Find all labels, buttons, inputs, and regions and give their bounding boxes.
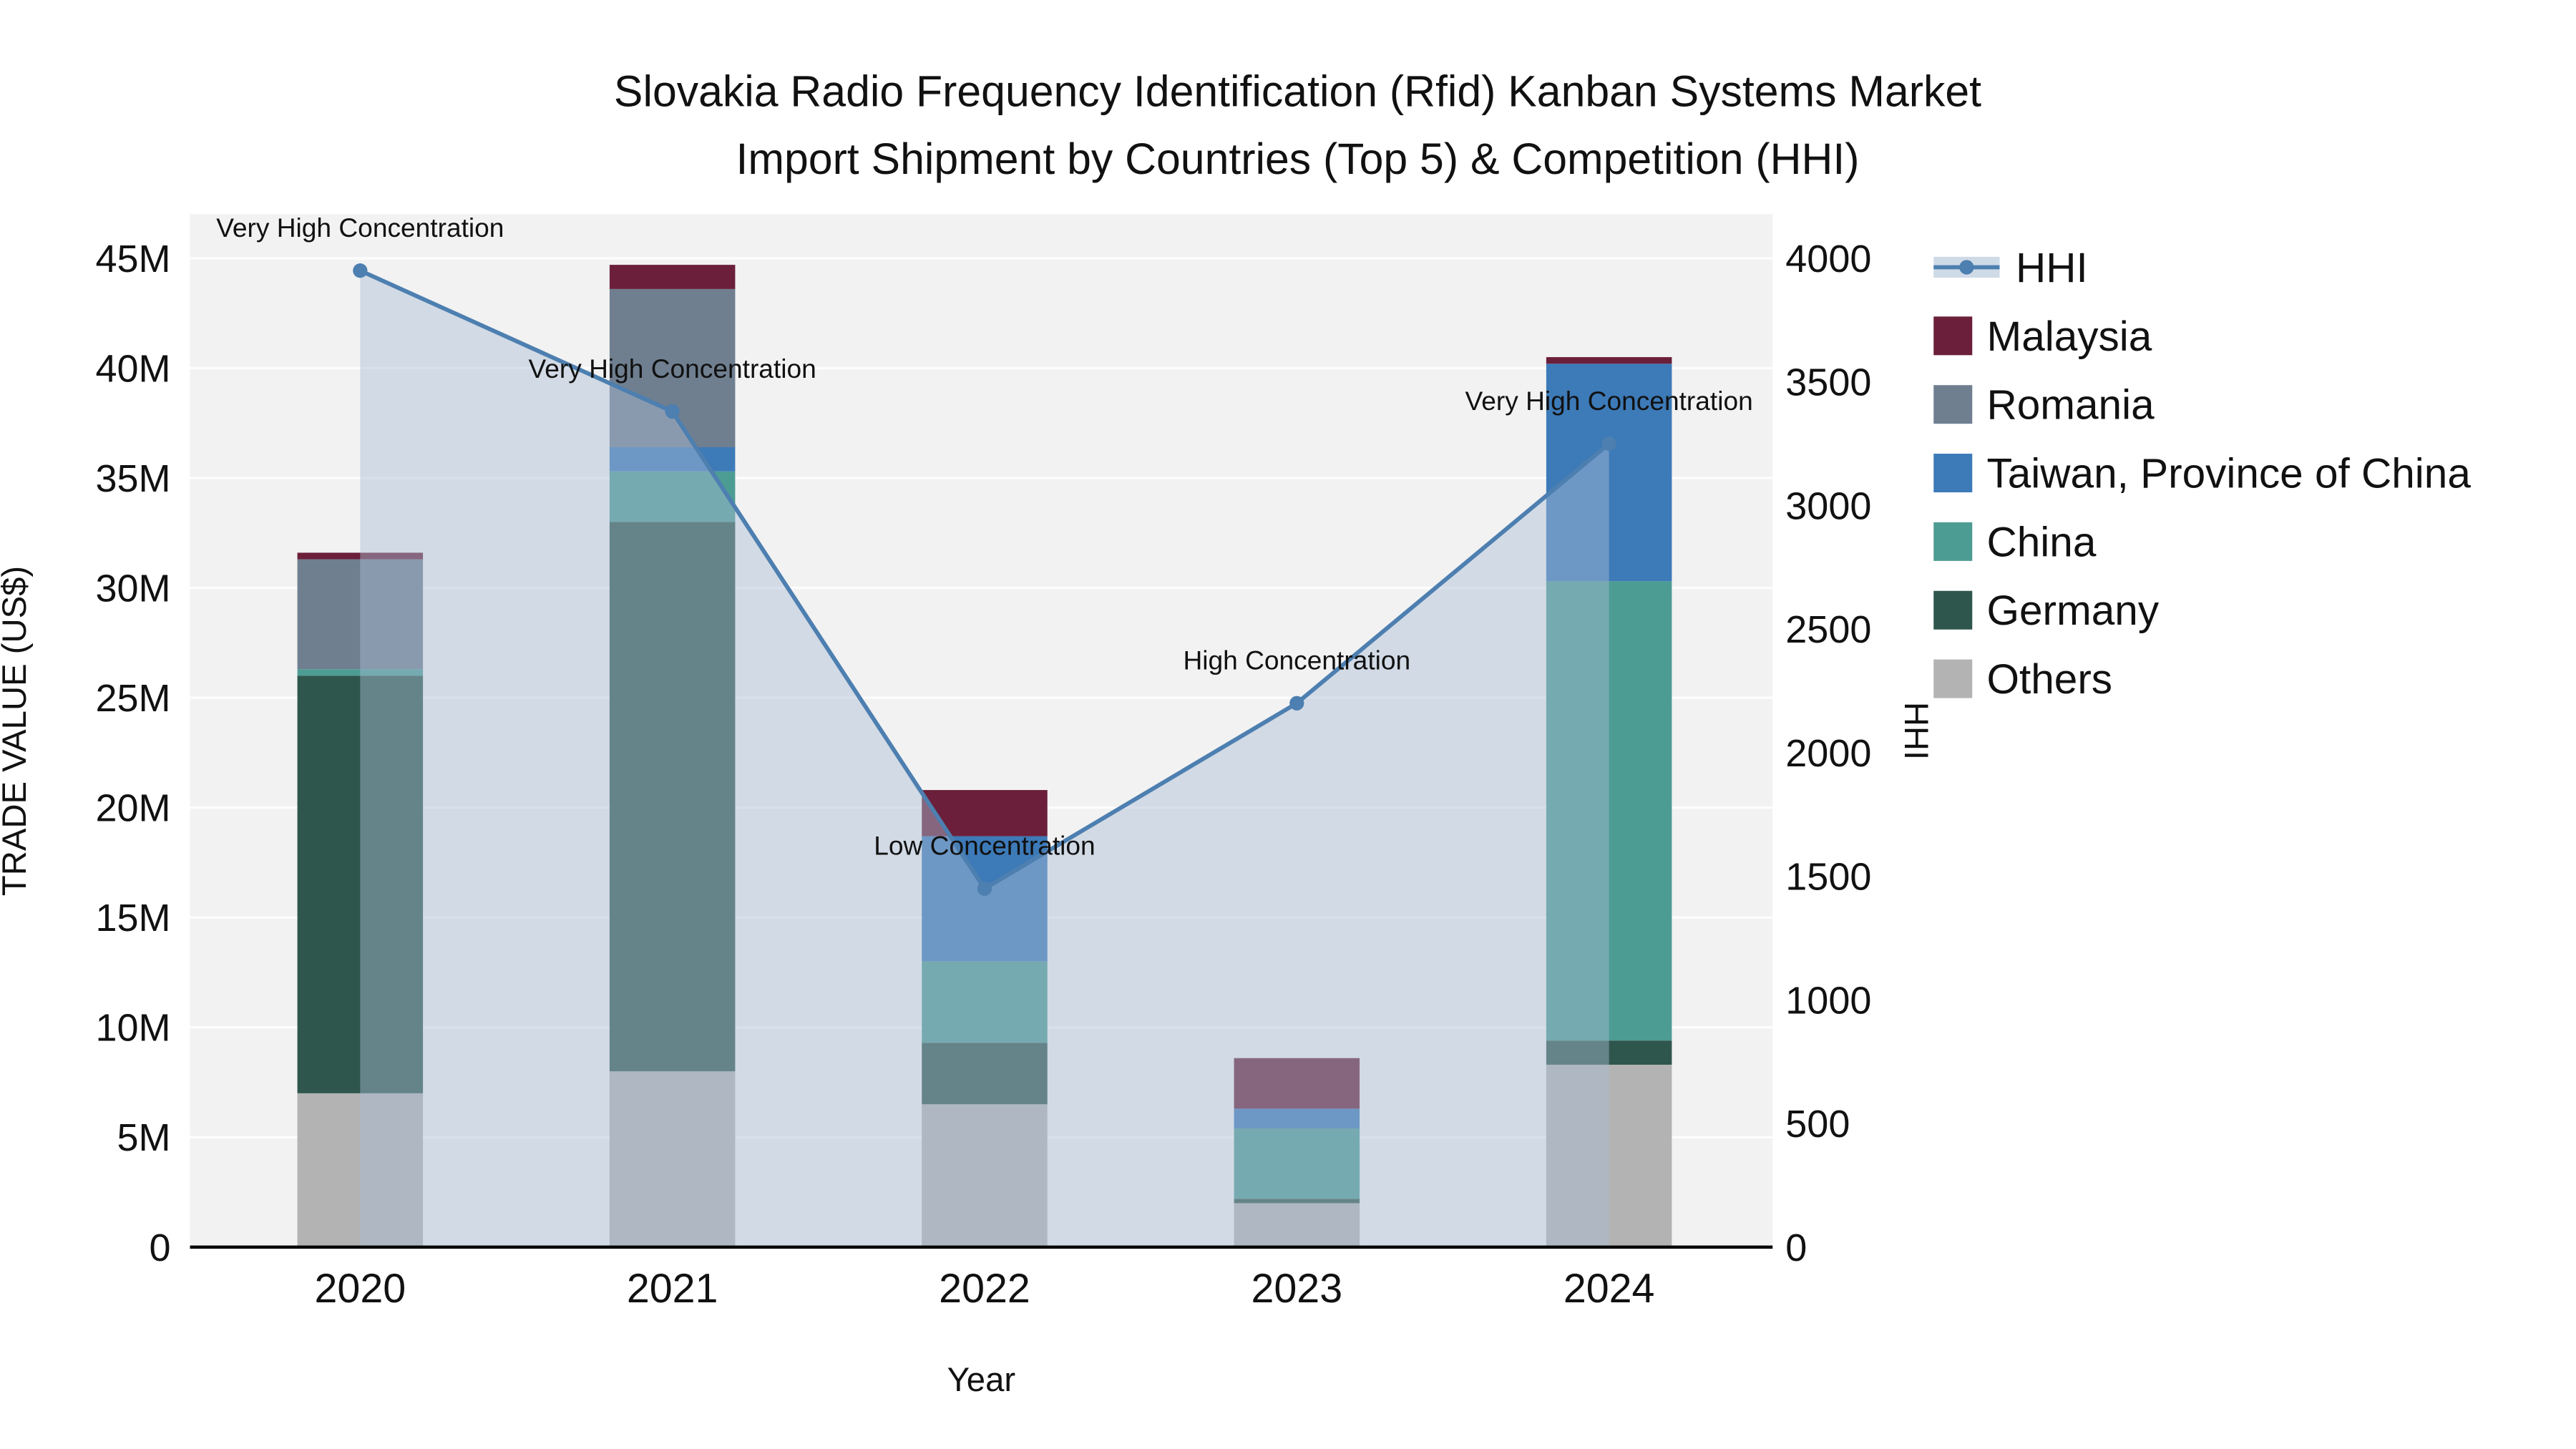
left-tick-label: 30M	[95, 567, 170, 610]
legend-label-hhi: HHI	[2016, 245, 2088, 291]
hhi-area-fill	[360, 270, 1609, 1247]
bar-segment-china	[297, 669, 424, 676]
left-tick-label: 45M	[95, 238, 170, 280]
legend-swatch-germany	[1933, 590, 1973, 630]
x-tick-label: 2023	[1252, 1266, 1343, 1312]
legend-hhi-marker	[1959, 260, 1974, 275]
bar-segment-malaysia	[609, 265, 736, 289]
left-tick-label: 0	[149, 1226, 170, 1269]
x-tick-label: 2021	[627, 1266, 718, 1312]
bar-segment-taiwan-province-of-china	[609, 447, 736, 472]
bar-segment-taiwan-province-of-china	[1546, 364, 1672, 582]
bar-segment-taiwan-province-of-china	[1234, 1108, 1360, 1129]
hhi-area	[360, 270, 1609, 1247]
hhi-annotation: Very High Concentration	[529, 353, 816, 384]
x-tick-label: 2024	[1563, 1266, 1655, 1312]
hhi-marker	[665, 404, 680, 419]
bar-segment-germany	[1546, 1040, 1672, 1065]
hhi-annotation: Very High Concentration	[1465, 386, 1753, 416]
hhi-line	[353, 263, 1616, 897]
bar-segment-malaysia	[1234, 1058, 1360, 1109]
legend-label-malaysia: Malaysia	[1987, 313, 2152, 360]
right-tick-label: 0	[1785, 1226, 1807, 1269]
chart-title-line2: Import Shipment by Countries (Top 5) & C…	[736, 135, 1860, 183]
hhi-marker	[1601, 436, 1616, 452]
bar-segment-malaysia	[297, 552, 424, 560]
hhi-marker	[353, 263, 368, 278]
legend-label-china: China	[1987, 519, 2097, 565]
bar-segment-romania	[297, 559, 424, 670]
left-axis-title: TRADE VALUE (US$)	[0, 566, 34, 896]
bar-segment-others	[609, 1071, 736, 1247]
bar-segment-romania	[609, 288, 736, 448]
right-tick-label: 3000	[1785, 484, 1871, 527]
legend-swatch-malaysia	[1933, 316, 1973, 356]
bar-segment-malaysia	[1546, 357, 1672, 364]
annotations: Very High Concentration Very High Concent…	[216, 213, 1753, 861]
left-tick-label: 5M	[117, 1116, 170, 1159]
bar-segment-germany	[922, 1043, 1048, 1105]
bar-segment-germany	[297, 675, 424, 1093]
right-axis-title: HHI	[1897, 702, 1935, 760]
left-tick-label: 15M	[95, 897, 170, 940]
x-tick-label: 2022	[939, 1266, 1030, 1312]
bar-segment-china	[1546, 581, 1672, 1041]
legend-label-germany: Germany	[1987, 587, 2160, 634]
right-tick-label: 1500	[1785, 856, 1871, 899]
legend-label-others: Others	[1987, 656, 2113, 703]
left-tick-label: 10M	[95, 1007, 170, 1050]
hhi-annotation: Low Concentration	[874, 831, 1095, 861]
stacked-bars	[297, 265, 1672, 1247]
hhi-annotation: High Concentration	[1183, 645, 1410, 675]
x-axis-title: Year	[947, 1361, 1015, 1399]
right-tick-label: 500	[1785, 1103, 1850, 1146]
bar-segment-others	[1546, 1064, 1672, 1247]
bar-segment-others	[297, 1093, 424, 1247]
bar-segment-others	[1234, 1203, 1360, 1247]
left-tick-label: 35M	[95, 457, 170, 500]
right-tick-label: 3500	[1785, 361, 1871, 404]
hhi-marker	[977, 881, 992, 897]
legend-swatch-others	[1933, 659, 1973, 698]
x-axis-ticks: 2020 2021 2022 2023 2024	[315, 1266, 1655, 1312]
legend-swatch-romania	[1933, 385, 1973, 424]
bar-segment-china	[1234, 1128, 1360, 1199]
right-tick-label: 4000	[1785, 238, 1871, 280]
legend-label-romania: Romania	[1987, 382, 2155, 429]
left-tick-label: 25M	[95, 677, 170, 720]
right-tick-label: 2000	[1785, 732, 1871, 775]
legend-swatch-china	[1933, 522, 1973, 561]
bar-segment-china	[609, 471, 736, 522]
bar-segment-china	[922, 961, 1048, 1043]
right-tick-label: 2500	[1785, 608, 1871, 651]
hhi-annotation: Very High Concentration	[216, 213, 504, 243]
bar-segment-others	[922, 1104, 1048, 1247]
legend-swatch-taiwan-province-of-china	[1933, 454, 1973, 493]
legend-label-taiwan-province-of-china: Taiwan, Province of China	[1987, 451, 2472, 497]
left-tick-label: 40M	[95, 347, 170, 390]
right-tick-label: 1000	[1785, 979, 1871, 1022]
hhi-marker	[1289, 696, 1304, 711]
bar-segment-germany	[1234, 1199, 1360, 1204]
left-tick-label: 20M	[95, 787, 170, 830]
bar-segment-taiwan-province-of-china	[922, 836, 1048, 962]
chart-title-line1: Slovakia Radio Frequency Identification …	[614, 67, 1981, 116]
bar-segment-germany	[609, 522, 736, 1072]
left-axis-ticks: 0 5M 10M 15M 20M 25M 30M 35M 40M 45M	[95, 238, 170, 1269]
right-axis-ticks: 0 500 1000 1500 2000 2500 3000 3500 4000	[1785, 238, 1871, 1269]
legend: HHI Malaysia Romania Taiwan, Province of Ch…	[1933, 245, 2471, 703]
x-tick-label: 2020	[315, 1266, 406, 1312]
